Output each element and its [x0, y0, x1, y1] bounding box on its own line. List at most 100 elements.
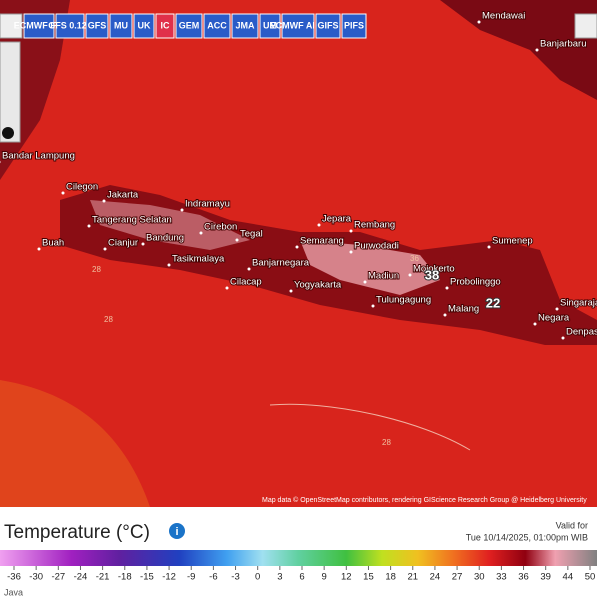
- share-button[interactable]: [574, 13, 597, 39]
- place-label[interactable]: Malang: [447, 303, 480, 316]
- button-label[interactable]: PIFS: [344, 20, 364, 30]
- model-button[interactable]: GFS: [85, 13, 109, 39]
- info-glyph: i: [175, 526, 178, 538]
- button-label[interactable]: GEM: [179, 20, 200, 30]
- button-bg[interactable]: [203, 13, 231, 39]
- place-label[interactable]: Sumenep: [491, 235, 534, 248]
- button-label[interactable]: ECMWF IFS: [14, 20, 65, 30]
- tick-label: 9: [322, 572, 327, 583]
- place-dot: [535, 48, 539, 52]
- button-label[interactable]: JMA: [235, 20, 255, 30]
- dot-tool[interactable]: [2, 127, 14, 139]
- place-label[interactable]: Mendawai: [481, 10, 526, 23]
- button-label[interactable]: GFS 0.125: [48, 20, 92, 30]
- button-label[interactable]: MU: [114, 20, 128, 30]
- place-dot: [295, 245, 299, 249]
- hot-zone: [300, 240, 440, 295]
- button-label[interactable]: UM: [263, 20, 277, 30]
- place-label[interactable]: Rembang: [353, 219, 396, 232]
- button-bg[interactable]: [85, 13, 109, 39]
- tick-label: -30: [29, 572, 43, 583]
- place-label[interactable]: Yogyakarta: [293, 279, 343, 292]
- tick-label: 33: [496, 572, 507, 583]
- place-dot: [103, 247, 107, 251]
- model-button[interactable]: MU: [109, 13, 133, 39]
- refresh-button[interactable]: [0, 13, 23, 39]
- model-button[interactable]: JMA: [231, 13, 259, 39]
- place-label[interactable]: Jakarta: [106, 189, 140, 202]
- model-button[interactable]: UM: [259, 13, 281, 39]
- model-button[interactable]: GIFS: [315, 13, 341, 39]
- info-icon[interactable]: [169, 523, 185, 539]
- button-bg[interactable]: [133, 13, 155, 39]
- button-bg[interactable]: [23, 13, 55, 39]
- place-label[interactable]: Cilacap: [229, 276, 263, 289]
- place-label[interactable]: Singaraja: [559, 297, 597, 310]
- place-label[interactable]: Madiun: [367, 270, 400, 283]
- place-label[interactable]: Indramayu: [184, 198, 231, 211]
- button-bg[interactable]: [55, 13, 85, 39]
- model-button[interactable]: UK: [133, 13, 155, 39]
- place-label[interactable]: Semarang: [299, 235, 345, 248]
- place-label[interactable]: Tasikmalaya: [171, 253, 226, 266]
- model-button[interactable]: PIFS: [341, 13, 367, 39]
- button-label[interactable]: UK: [138, 20, 151, 30]
- contour-label: 28: [92, 265, 101, 274]
- place-label[interactable]: Banjarnegara: [251, 257, 311, 270]
- place-dot: [408, 273, 412, 277]
- place-dot: [561, 336, 565, 340]
- place-label[interactable]: Tangerang Selatan: [91, 214, 173, 227]
- region: Java: [4, 587, 23, 597]
- place-dot: [167, 263, 171, 267]
- button-bg[interactable]: [231, 13, 259, 39]
- button-bg[interactable]: [155, 13, 175, 39]
- model-button[interactable]: IC: [155, 13, 175, 39]
- model-button[interactable]: ECMWF IFS: [14, 13, 65, 39]
- button-label[interactable]: GIFS: [317, 20, 338, 30]
- hot-zone: [90, 200, 250, 250]
- button-bg[interactable]: [259, 13, 281, 39]
- place-label[interactable]: Denpasar: [565, 326, 597, 339]
- place-label[interactable]: Jepara: [321, 213, 353, 226]
- value-label: 22: [486, 295, 500, 310]
- button-label[interactable]: ACC: [207, 20, 227, 30]
- button-bg[interactable]: [109, 13, 133, 39]
- place-dot: [349, 229, 353, 233]
- side-tools[interactable]: [0, 41, 21, 143]
- place-label[interactable]: Cirebon: [203, 221, 238, 234]
- place-label[interactable]: Probolinggo: [449, 276, 502, 289]
- place-dot: [371, 304, 375, 308]
- place-label[interactable]: Buah: [41, 237, 65, 250]
- button-bg[interactable]: [281, 13, 315, 39]
- model-button[interactable]: ECMWF AIFS: [270, 13, 327, 39]
- model-button[interactable]: ACC: [203, 13, 231, 39]
- place-dot: [180, 208, 184, 212]
- model-button[interactable]: GEM: [175, 13, 203, 39]
- place-label[interactable]: Tulungagung: [375, 294, 432, 307]
- place-label[interactable]: Mojokerto: [412, 263, 456, 276]
- place-label[interactable]: Cilegon: [65, 181, 99, 194]
- tick-label: 18: [385, 572, 396, 583]
- place-dot: [225, 286, 229, 290]
- contour-label: 36: [410, 254, 419, 263]
- place-dot: [555, 307, 559, 311]
- button-bg[interactable]: [341, 13, 367, 39]
- warm-sea: [0, 380, 150, 507]
- place-dot: [199, 231, 203, 235]
- place-label[interactable]: Bandar Lampung: [1, 150, 76, 163]
- button-bg[interactable]: [315, 13, 341, 39]
- place-dot: [0, 160, 1, 164]
- button-label[interactable]: ECMWF AIFS: [270, 20, 327, 30]
- place-dot: [349, 250, 353, 254]
- model-button[interactable]: GFS 0.125: [48, 13, 92, 39]
- button-bg[interactable]: [175, 13, 203, 39]
- place-label[interactable]: Tegal: [239, 228, 264, 241]
- button-label[interactable]: IC: [161, 20, 171, 30]
- place-label[interactable]: Bandung: [145, 232, 185, 245]
- place-label[interactable]: Banjarbaru: [539, 38, 587, 51]
- place-label[interactable]: Cianjur: [107, 237, 139, 250]
- place-label[interactable]: Purwodadi: [353, 240, 400, 253]
- place-label[interactable]: Negara: [537, 312, 571, 325]
- button-label[interactable]: GFS: [88, 20, 107, 30]
